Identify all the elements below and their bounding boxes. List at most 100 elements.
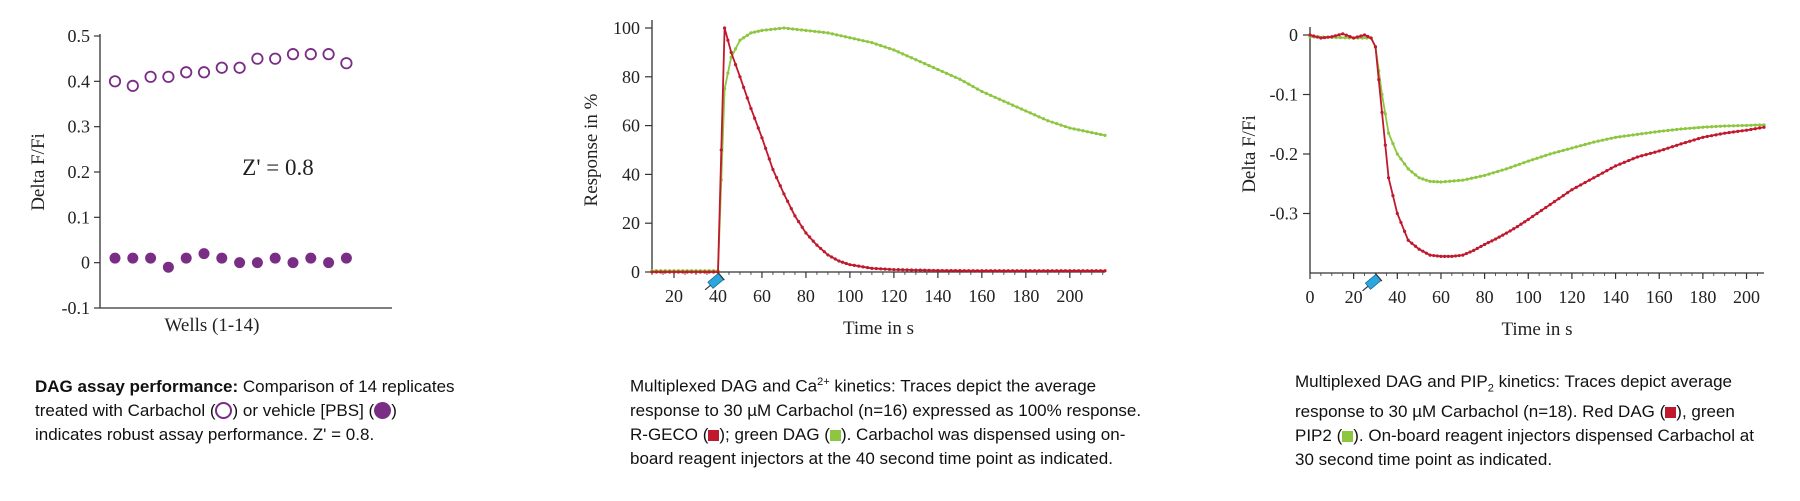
red-series-point <box>1002 269 1006 273</box>
red-series-point <box>1417 247 1421 251</box>
green-series-point <box>1391 141 1395 146</box>
red-series-point <box>745 96 749 100</box>
y-tick-label: 0.4 <box>68 71 91 91</box>
green-series-point <box>1090 131 1094 135</box>
green-series-point <box>1050 120 1054 124</box>
green-series-point <box>1072 127 1076 131</box>
green-series-point <box>1605 137 1609 141</box>
green-series-point <box>980 89 984 94</box>
green-series-point <box>839 34 843 38</box>
green-series-point <box>1565 147 1570 151</box>
green-series-point <box>1723 124 1727 128</box>
green-series-point <box>1024 109 1028 113</box>
green-series-point <box>1421 177 1425 181</box>
red-series-point <box>672 270 676 274</box>
red-series-point <box>1461 253 1465 257</box>
green-series-point <box>1688 126 1692 130</box>
green-series-point <box>861 39 865 43</box>
open-circle-icon <box>215 402 233 419</box>
green-series-point <box>808 29 812 33</box>
red-series-point <box>1570 188 1574 192</box>
x-tick-label: 160 <box>1646 287 1673 307</box>
red-series-point <box>749 106 753 111</box>
green-series-point <box>1448 179 1452 183</box>
red-series-point <box>1600 171 1605 175</box>
red-series-point <box>1544 205 1548 210</box>
red-series-point <box>1519 222 1523 226</box>
red-series-point <box>1380 110 1384 114</box>
red-series-point <box>1583 180 1587 185</box>
red-series-point <box>1359 34 1363 38</box>
red-series-point <box>1344 33 1348 37</box>
injector-needle <box>1362 285 1369 292</box>
green-series-point <box>1041 117 1046 121</box>
green-series-point <box>1513 164 1517 168</box>
green-series-point <box>1561 148 1565 153</box>
x-tick-label: 120 <box>880 286 907 306</box>
green-series-point <box>1435 180 1439 184</box>
red-series-point <box>1557 197 1561 201</box>
red-series-point <box>989 269 993 273</box>
red-series-point <box>829 255 834 259</box>
open-circle-point <box>286 48 300 61</box>
x-tick-label: 100 <box>836 286 863 306</box>
green-series-point <box>1410 170 1414 174</box>
green-series-point <box>777 26 782 31</box>
red-series-point <box>945 268 949 273</box>
green-series-point <box>1483 173 1487 178</box>
x-tick-label: 0 <box>1306 287 1315 307</box>
injector-plunger <box>717 272 725 281</box>
red-series-point <box>1648 151 1653 156</box>
red-series-point <box>1068 269 1072 273</box>
green-series-point <box>958 77 962 81</box>
x-tick-label: 40 <box>1388 287 1406 307</box>
red-series-point <box>782 192 786 196</box>
red-series-point <box>1362 33 1367 37</box>
red-series-point <box>909 268 914 272</box>
green-series-point <box>923 62 927 66</box>
red-series-point <box>1512 227 1516 231</box>
green-series-point <box>874 42 878 46</box>
red-series-point <box>874 266 878 271</box>
green-series-point <box>1002 99 1006 103</box>
green-series-point <box>1456 178 1461 183</box>
red-series-point <box>901 268 905 272</box>
red-series-point <box>1640 154 1644 158</box>
red-series-point <box>1391 194 1395 198</box>
red-series-point <box>1063 269 1068 273</box>
red-series-point <box>1308 33 1312 37</box>
red-series-point <box>1442 254 1447 258</box>
red-series-point <box>1701 135 1705 139</box>
red-series-point <box>1548 202 1552 207</box>
green-series-point <box>1666 128 1670 133</box>
red-series-point <box>883 267 887 271</box>
red-series-point <box>815 243 819 247</box>
red-series-point <box>1099 269 1103 273</box>
red-series-point <box>1399 220 1403 225</box>
red-series-point <box>711 270 716 274</box>
green-series-point <box>1402 162 1407 166</box>
red-square-icon <box>708 429 720 441</box>
red-series-point <box>1046 269 1050 273</box>
y-tick-label: 0.1 <box>68 207 91 227</box>
green-series-point <box>1609 136 1613 140</box>
red-series-point <box>1696 137 1701 141</box>
y-tick-label: 0.5 <box>68 26 91 46</box>
red-series-point <box>1508 229 1512 233</box>
filled-circle-point <box>323 257 335 269</box>
green-series-point <box>1710 125 1714 129</box>
red-series-point <box>1406 238 1410 242</box>
injector-icon <box>1362 273 1383 292</box>
red-series-point <box>764 146 768 150</box>
red-series-point <box>1579 183 1583 187</box>
red-series-point <box>756 126 760 130</box>
open-circle-point <box>340 57 353 70</box>
green-series-point <box>993 95 997 99</box>
green-series-point <box>971 84 975 89</box>
open-circle-point <box>304 48 317 61</box>
red-series-point <box>1421 249 1425 253</box>
y-axis-label: Delta F/Fi <box>28 133 49 211</box>
green-series-point <box>949 73 953 77</box>
red-series-point <box>927 268 931 272</box>
green-series-point <box>749 31 753 35</box>
